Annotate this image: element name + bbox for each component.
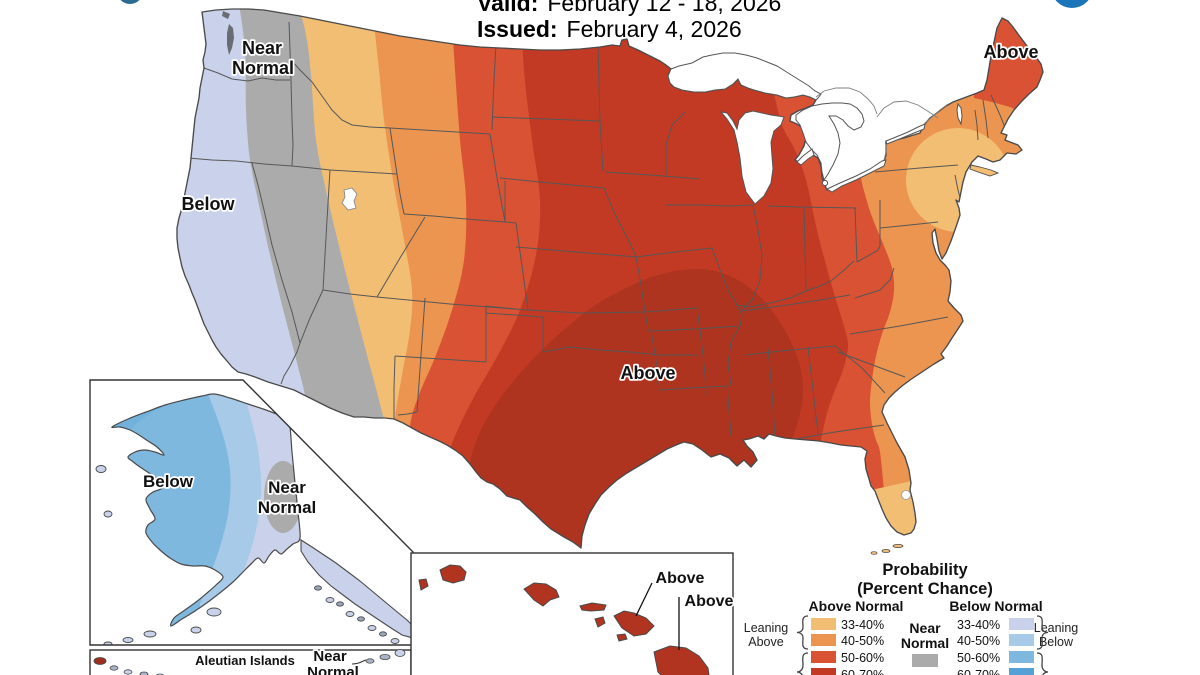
svg-text:Above: Above bbox=[748, 635, 783, 649]
svg-text:40-50%: 40-50% bbox=[841, 634, 884, 648]
svg-text:60-70%: 60-70% bbox=[841, 668, 884, 675]
svg-text:Near: Near bbox=[909, 620, 941, 636]
svg-text:Issued:February 4, 2026: Issued: February 4, 2026 bbox=[477, 16, 742, 42]
svg-text:Aleutian Islands: Aleutian Islands bbox=[195, 653, 295, 668]
svg-text:Leaning: Leaning bbox=[1034, 621, 1079, 635]
svg-text:50-60%: 50-60% bbox=[957, 651, 1000, 665]
svg-text:Above: Above bbox=[656, 570, 705, 587]
svg-text:Near: Near bbox=[313, 648, 347, 665]
svg-text:Near: Near bbox=[268, 478, 306, 497]
svg-text:Above Normal: Above Normal bbox=[809, 598, 904, 614]
svg-text:Normal: Normal bbox=[258, 498, 317, 517]
svg-text:Probability: Probability bbox=[882, 561, 968, 579]
svg-text:Below: Below bbox=[143, 472, 194, 491]
svg-text:Near: Near bbox=[242, 38, 282, 58]
svg-text:Above: Above bbox=[620, 363, 675, 383]
svg-text:Normal: Normal bbox=[232, 58, 294, 78]
svg-text:Valid:February 12 - 18, 2026: Valid: February 12 - 18, 2026 bbox=[477, 0, 781, 16]
svg-text:Below: Below bbox=[181, 194, 235, 214]
svg-text:(Percent Chance): (Percent Chance) bbox=[857, 580, 993, 598]
svg-text:Normal: Normal bbox=[307, 664, 359, 675]
svg-text:Below: Below bbox=[1039, 635, 1074, 649]
svg-text:Above: Above bbox=[983, 42, 1038, 62]
svg-text:50-60%: 50-60% bbox=[841, 651, 884, 665]
svg-text:Below Normal: Below Normal bbox=[949, 598, 1042, 614]
svg-text:Above: Above bbox=[685, 593, 734, 610]
svg-text:40-50%: 40-50% bbox=[957, 634, 1000, 648]
svg-text:33-40%: 33-40% bbox=[957, 618, 1000, 632]
svg-text:60-70%: 60-70% bbox=[957, 668, 1000, 675]
svg-text:Normal: Normal bbox=[901, 635, 949, 651]
svg-text:Leaning: Leaning bbox=[744, 621, 789, 635]
svg-text:33-40%: 33-40% bbox=[841, 618, 884, 632]
